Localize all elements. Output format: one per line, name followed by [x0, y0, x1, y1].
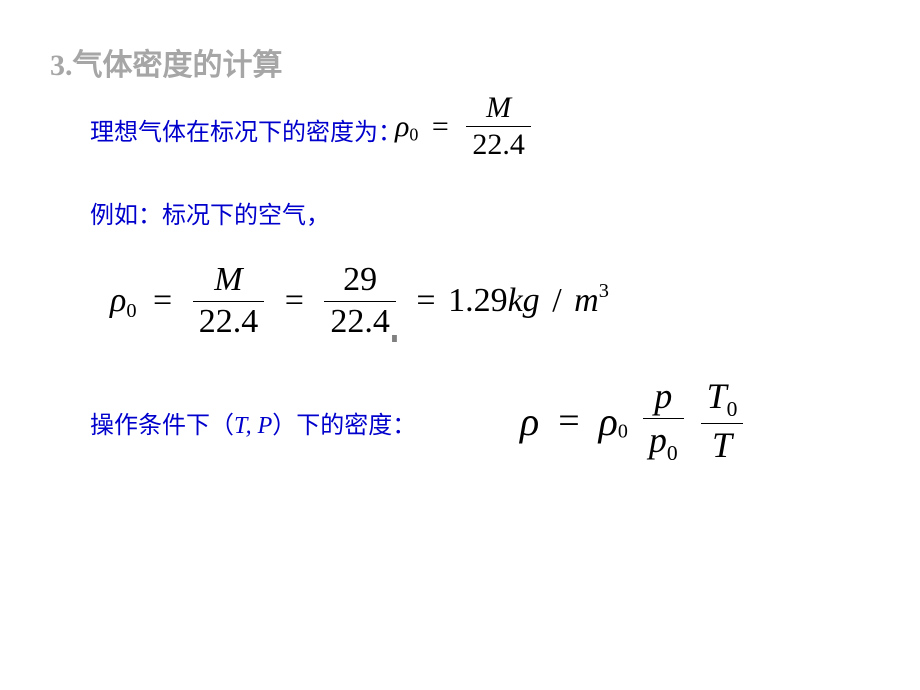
eq3-f1-num: p: [643, 375, 684, 418]
equation-3: ρ = ρ0 p p0 T0 T: [520, 375, 747, 467]
eq2-frac1-num: M: [193, 260, 265, 301]
equation-1: ρ0 = M 22.4: [395, 90, 535, 163]
eq3-f2-num-t: T: [707, 376, 727, 416]
eq2-equals2: =: [285, 282, 304, 320]
eq3-frac1: p p0: [643, 375, 684, 467]
eq2-equals3: =: [416, 282, 435, 320]
eq2-equals1: =: [153, 282, 172, 320]
eq3-f2-num: T0: [701, 375, 744, 423]
example-line: 例如：标况下的空气，: [90, 195, 330, 230]
eq1-denominator: 22.4: [466, 126, 531, 163]
eq3-f1-den: p0: [643, 418, 684, 467]
line3-t: T,: [234, 413, 252, 439]
eq2-m: m: [574, 282, 599, 320]
eq2-exp: 3: [599, 280, 609, 302]
eq3-f1-den-p: p: [649, 420, 667, 460]
section-heading: 3.气体密度的计算: [50, 40, 870, 84]
eq1-rho: ρ: [395, 110, 409, 144]
heading-text: 气体密度的计算: [73, 49, 283, 82]
line3-suffix: ）下的密度：: [272, 413, 416, 439]
eq2-frac1: M 22.4: [193, 260, 265, 343]
eq2-frac1-den: 22.4: [193, 301, 265, 343]
eq1-numerator: M: [466, 90, 531, 126]
eq2-kg: kg: [508, 282, 540, 320]
line3-prefix: 操作条件下（: [90, 413, 234, 439]
intro-line-1: 理想气体在标况下的密度为：: [90, 112, 402, 147]
eq3-rho-r: ρ: [599, 398, 618, 445]
eq3-rho-sub: 0: [618, 421, 628, 443]
eq2-slash: /: [552, 282, 561, 320]
eq3-f2-den: T: [701, 423, 744, 467]
center-dot: ∎: [390, 330, 399, 347]
eq1-sub0: 0: [409, 124, 418, 144]
eq2-frac2-num: 29: [324, 260, 396, 301]
eq3-f1-den-sub: 0: [667, 441, 678, 465]
eq2-frac2-den: 22.4: [324, 301, 396, 343]
eq1-fraction: M 22.4: [466, 90, 531, 163]
line2-text: 例如：标况下的空气，: [90, 203, 330, 229]
operating-condition-line: 操作条件下（T, P）下的密度：: [90, 405, 416, 440]
eq3-rho-l: ρ: [520, 398, 539, 445]
eq3-frac2: T0 T: [701, 375, 744, 467]
line1-text: 理想气体在标况下的密度为：: [90, 112, 402, 147]
eq2-rho: ρ: [110, 282, 126, 320]
eq1-equals: =: [432, 110, 449, 144]
eq3-f2-num-sub: 0: [727, 397, 738, 421]
equation-2: ρ0 = M 22.4 = 29 22.4 = 1.29kg / m3: [110, 260, 609, 343]
eq3-equals: =: [558, 399, 579, 443]
heading-number: 3.: [50, 49, 73, 82]
line3-p: P: [258, 413, 273, 439]
eq2-value: 1.29: [448, 282, 508, 320]
eq2-frac2: 29 22.4: [324, 260, 396, 343]
eq2-sub0: 0: [126, 300, 136, 322]
